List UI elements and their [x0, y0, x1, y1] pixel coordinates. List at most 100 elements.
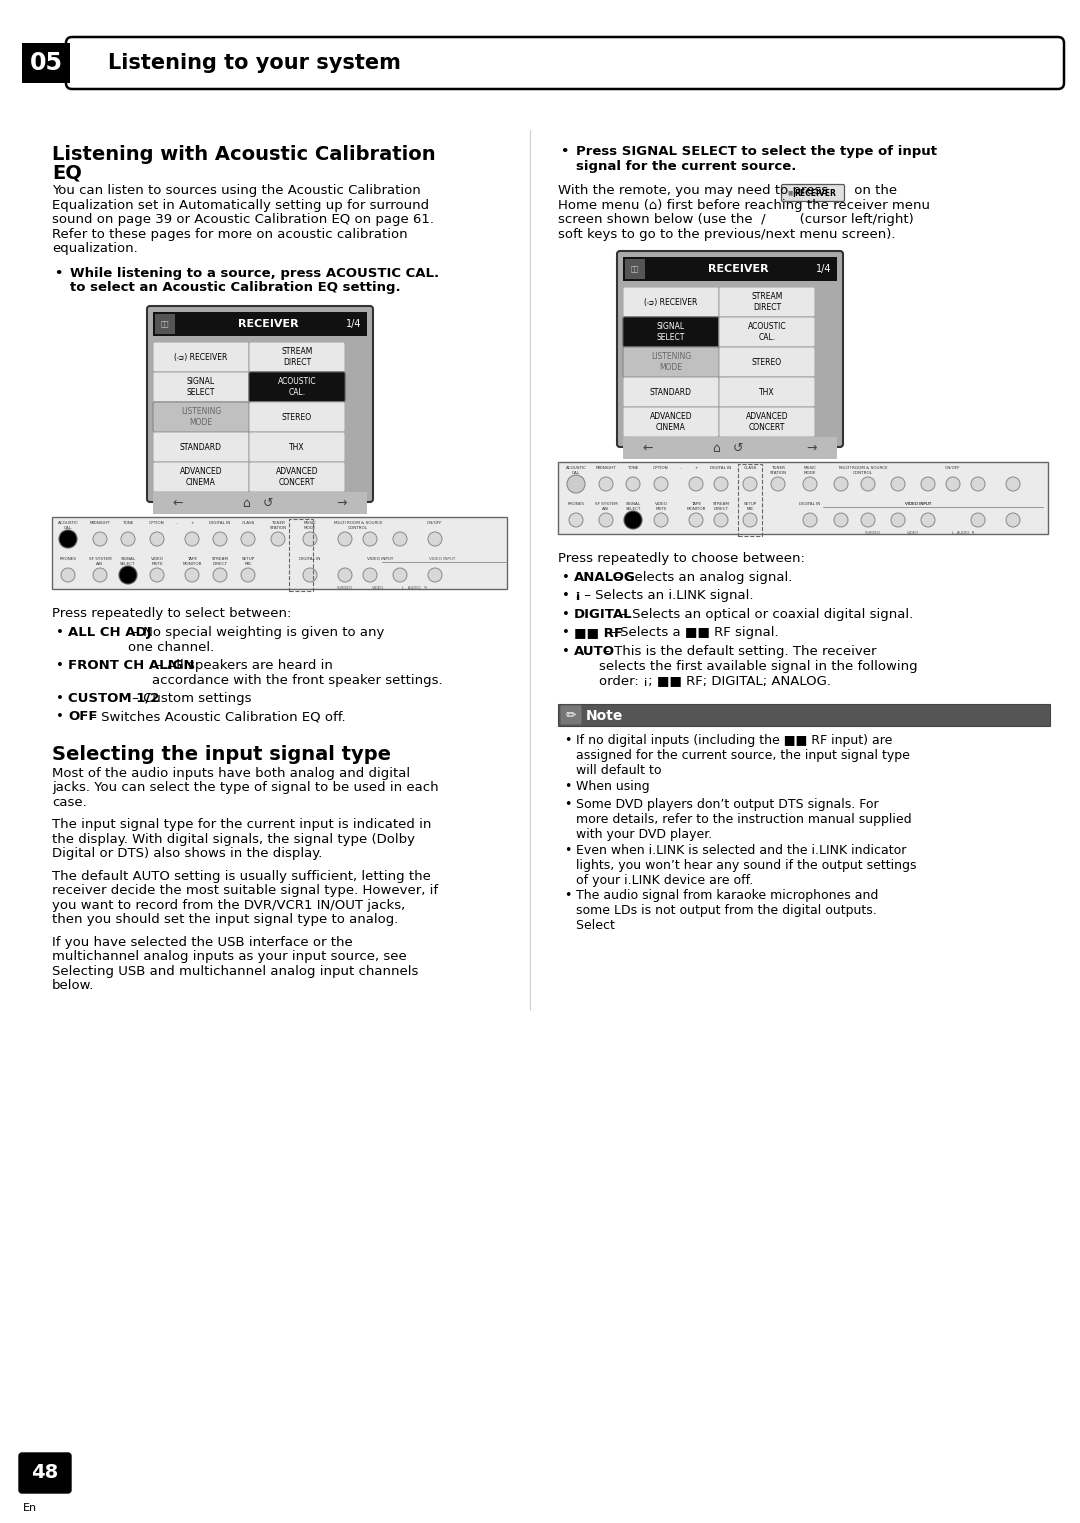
Text: to select an Acoustic Calibration EQ setting.: to select an Acoustic Calibration EQ set… [70, 282, 401, 294]
Circle shape [654, 477, 669, 490]
Circle shape [241, 568, 255, 582]
FancyBboxPatch shape [249, 402, 345, 433]
Text: •: • [562, 644, 570, 658]
FancyBboxPatch shape [66, 37, 1064, 88]
Circle shape [1005, 513, 1020, 527]
Text: •: • [562, 626, 570, 640]
Circle shape [241, 532, 255, 547]
Circle shape [626, 477, 640, 490]
Text: If you have selected the USB interface or the: If you have selected the USB interface o… [52, 935, 353, 949]
Circle shape [599, 477, 613, 490]
Text: CUSTOM 1/2: CUSTOM 1/2 [68, 691, 160, 705]
FancyBboxPatch shape [617, 251, 843, 446]
Circle shape [60, 568, 75, 582]
Circle shape [689, 513, 703, 527]
Text: •: • [54, 267, 63, 280]
Text: •: • [561, 145, 568, 158]
Text: FRONT CH ALIGN: FRONT CH ALIGN [68, 658, 194, 672]
Text: VIDEO
MUTE: VIDEO MUTE [654, 503, 667, 510]
Circle shape [714, 477, 728, 490]
Text: ↺: ↺ [732, 442, 743, 454]
Text: When using: When using [576, 780, 653, 792]
Text: below.: below. [52, 979, 94, 991]
Text: MIDNIGHT: MIDNIGHT [596, 466, 617, 471]
Bar [558, 704, 1050, 726]
Text: STEREO: STEREO [752, 358, 782, 367]
Text: – Switches Acoustic Calibration EQ off.: – Switches Acoustic Calibration EQ off. [86, 710, 346, 723]
Circle shape [150, 532, 164, 547]
Text: While listening to a source, press ACOUSTIC CAL.: While listening to a source, press ACOUS… [70, 267, 440, 280]
Text: ✏: ✏ [566, 710, 577, 722]
Circle shape [119, 567, 137, 583]
Text: CLASS: CLASS [241, 521, 255, 525]
Text: OPTION: OPTION [653, 466, 669, 471]
Text: •: • [564, 798, 571, 812]
Text: STREAM
DIRECT: STREAM DIRECT [281, 347, 313, 367]
Text: STREAM
DIRECT: STREAM DIRECT [212, 557, 229, 565]
Text: TAPE
MONITOR: TAPE MONITOR [183, 557, 202, 565]
Text: then you should set the input signal type to analog.: then you should set the input signal typ… [52, 912, 399, 926]
Text: L   AUDIO   R: L AUDIO R [403, 586, 428, 589]
Text: ⯇⯈: ⯇⯈ [631, 265, 639, 273]
Text: PHONES: PHONES [567, 503, 584, 506]
Text: AUTO: AUTO [573, 644, 615, 658]
Bar [22, 43, 70, 82]
Text: – Selects a ■■ RF signal.: – Selects a ■■ RF signal. [605, 626, 779, 640]
Text: Home menu (⌂) first before reaching the receiver menu: Home menu (⌂) first before reaching the … [558, 198, 930, 212]
Text: Digital or DTS) also shows in the display.: Digital or DTS) also shows in the displa… [52, 847, 322, 860]
Circle shape [654, 513, 669, 527]
Text: – All speakers are heard in
accordance with the front speaker settings.: – All speakers are heard in accordance w… [152, 658, 443, 687]
Text: soft keys to go to the previous/next menu screen).: soft keys to go to the previous/next men… [558, 227, 895, 241]
Text: +: + [190, 521, 193, 525]
Circle shape [213, 568, 227, 582]
Text: signal for the current source.: signal for the current source. [576, 160, 796, 172]
Text: •: • [562, 571, 570, 583]
Circle shape [804, 477, 816, 490]
Text: ON/OFF: ON/OFF [945, 466, 961, 471]
FancyBboxPatch shape [153, 343, 249, 372]
Circle shape [393, 568, 407, 582]
Text: •: • [564, 889, 571, 902]
Text: Note: Note [586, 710, 623, 723]
Circle shape [363, 532, 377, 547]
Bar [558, 461, 1048, 535]
Circle shape [743, 477, 757, 490]
Text: STEREO: STEREO [282, 413, 312, 422]
Text: The audio signal from karaoke microphones and
some LDs is not output from the di: The audio signal from karaoke microphone… [576, 889, 878, 932]
Text: ANALOG: ANALOG [573, 571, 636, 583]
Text: you want to record from the DVR/VCR1 IN/OUT jacks,: you want to record from the DVR/VCR1 IN/… [52, 899, 405, 911]
Text: sound on page 39 or Acoustic Calibration EQ on page 61.: sound on page 39 or Acoustic Calibration… [52, 213, 434, 225]
Text: SF SYSTEM
A/B: SF SYSTEM A/B [89, 557, 111, 565]
Text: L  AUDIO  R: L AUDIO R [951, 532, 974, 535]
Text: VIDEO: VIDEO [907, 532, 919, 535]
Text: – Selects an optical or coaxial digital signal.: – Selects an optical or coaxial digital … [618, 608, 914, 620]
Text: LISTENING
MODE: LISTENING MODE [180, 407, 221, 426]
Text: STANDARD: STANDARD [180, 443, 222, 451]
Text: •: • [56, 691, 64, 705]
Text: ⌂: ⌂ [712, 442, 720, 454]
Text: SETUP
MIC: SETUP MIC [743, 503, 757, 510]
FancyBboxPatch shape [19, 1453, 71, 1493]
FancyBboxPatch shape [623, 286, 719, 317]
Text: With the remote, you may need to press: With the remote, you may need to press [558, 184, 828, 196]
Text: SIGNAL
SELECT: SIGNAL SELECT [657, 323, 685, 341]
Text: OPTION: OPTION [149, 521, 165, 525]
Text: the display. With digital signals, the signal type (Dolby: the display. With digital signals, the s… [52, 833, 415, 845]
Text: ACOUSTIC
CAL.: ACOUSTIC CAL. [566, 466, 586, 475]
Circle shape [834, 513, 848, 527]
Circle shape [891, 513, 905, 527]
Text: STANDARD: STANDARD [650, 387, 692, 396]
Text: STREAM
DIRECT: STREAM DIRECT [752, 292, 783, 312]
Circle shape [771, 477, 785, 490]
Circle shape [946, 477, 960, 490]
Circle shape [185, 532, 199, 547]
Text: THX: THX [759, 387, 774, 396]
Text: Most of the audio inputs have both analog and digital: Most of the audio inputs have both analo… [52, 766, 410, 780]
Text: VIDEO INPUT: VIDEO INPUT [905, 503, 931, 506]
Circle shape [428, 532, 442, 547]
Text: ADVANCED
CONCERT: ADVANCED CONCERT [275, 468, 319, 487]
Text: •: • [564, 844, 571, 856]
Text: ⌂: ⌂ [242, 496, 249, 510]
Circle shape [861, 513, 875, 527]
Text: SIGNAL
SELECT: SIGNAL SELECT [120, 557, 136, 565]
